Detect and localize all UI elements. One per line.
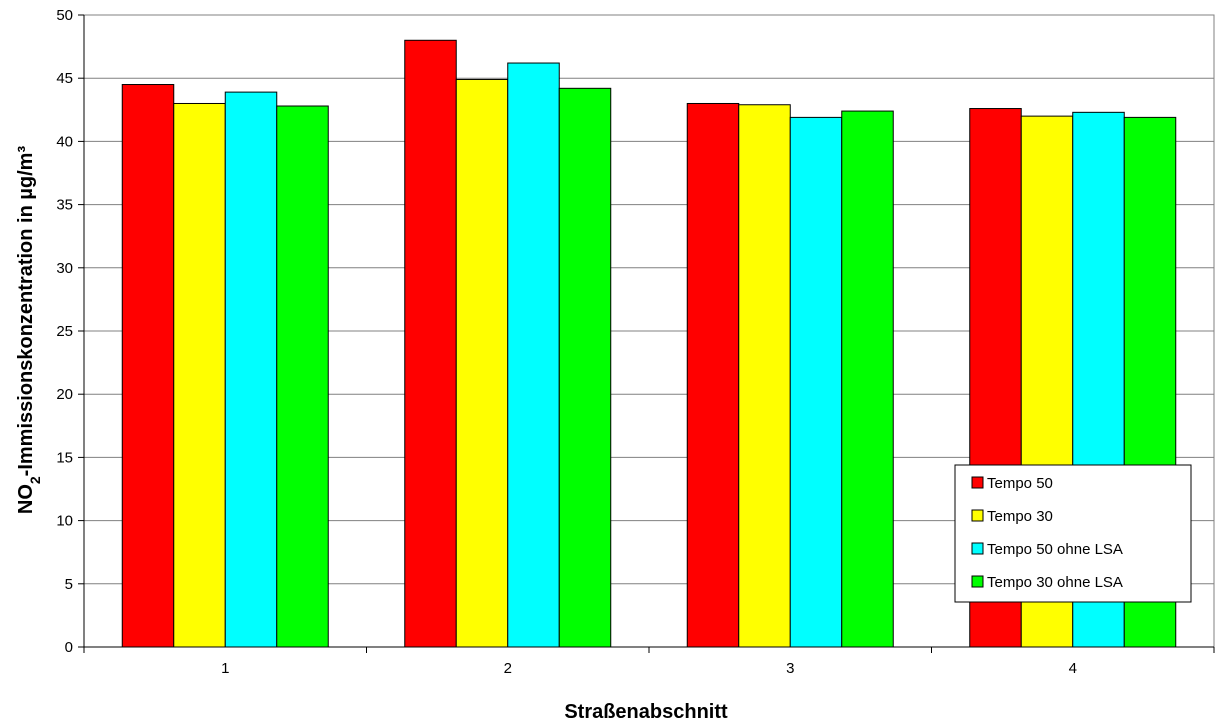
y-tick-label: 25	[56, 323, 73, 340]
y-tick-label: 50	[56, 7, 73, 24]
y-tick-label: 35	[56, 197, 73, 214]
bar-tempo-50-2	[404, 39, 457, 648]
legend-box	[954, 464, 1192, 603]
axes	[78, 14, 1215, 653]
y-tick-label: 30	[56, 260, 73, 277]
y-tick-labels: 0 5 10 15 20 25 30 35 40 45 50	[56, 7, 73, 656]
legend-swatch	[971, 509, 984, 522]
bar-tempo-50-ohne-lsa-2	[507, 62, 560, 648]
legend-swatch	[971, 476, 984, 489]
y-axis-title: NO2-Immissionskonzentration in µg/m³	[15, 146, 43, 515]
bar-tempo-30-2	[455, 78, 509, 648]
y-tick-label: 15	[56, 449, 73, 466]
bar-tempo-50-ohne-lsa-1	[224, 91, 278, 648]
y-tick-label: 45	[56, 70, 73, 87]
y-tick-label: 5	[65, 576, 73, 593]
legend: Tempo 50 Tempo 30 Tempo 50 ohne LSA Tempo 3…	[954, 464, 1192, 603]
legend-swatch	[971, 575, 984, 588]
y-tick-label: 40	[56, 133, 73, 150]
bar-tempo-30-ohne-lsa-2	[558, 87, 612, 648]
bar-tempo-50-1	[121, 84, 175, 648]
x-tick-label: 1	[221, 660, 229, 677]
y-tick-label: 0	[65, 639, 73, 656]
y-tick-label: 20	[56, 386, 73, 403]
legend-label: Tempo 30 ohne LSA	[987, 574, 1123, 591]
bar-tempo-30-3	[738, 104, 791, 648]
bar-tempo-30-1	[173, 102, 226, 648]
x-tick-label: 2	[504, 660, 512, 677]
bar-tempo-50-ohne-lsa-3	[789, 116, 843, 648]
bar-tempo-30-ohne-lsa-3	[841, 110, 894, 648]
legend-swatch	[971, 542, 984, 555]
legend-label: Tempo 30	[987, 508, 1053, 525]
bars	[121, 39, 1177, 648]
y-tick-label: 10	[56, 513, 73, 530]
bar-tempo-50-3	[686, 102, 740, 648]
x-tick-label: 4	[1069, 660, 1077, 677]
legend-label: Tempo 50	[987, 475, 1053, 492]
x-tick-labels: 1 2 3 4	[221, 660, 1077, 677]
x-axis-title: Straßenabschnitt	[564, 701, 728, 723]
x-tick-label: 3	[786, 660, 794, 677]
bar-tempo-30-ohne-lsa-1	[276, 105, 329, 648]
legend-label: Tempo 50 ohne LSA	[987, 541, 1123, 558]
